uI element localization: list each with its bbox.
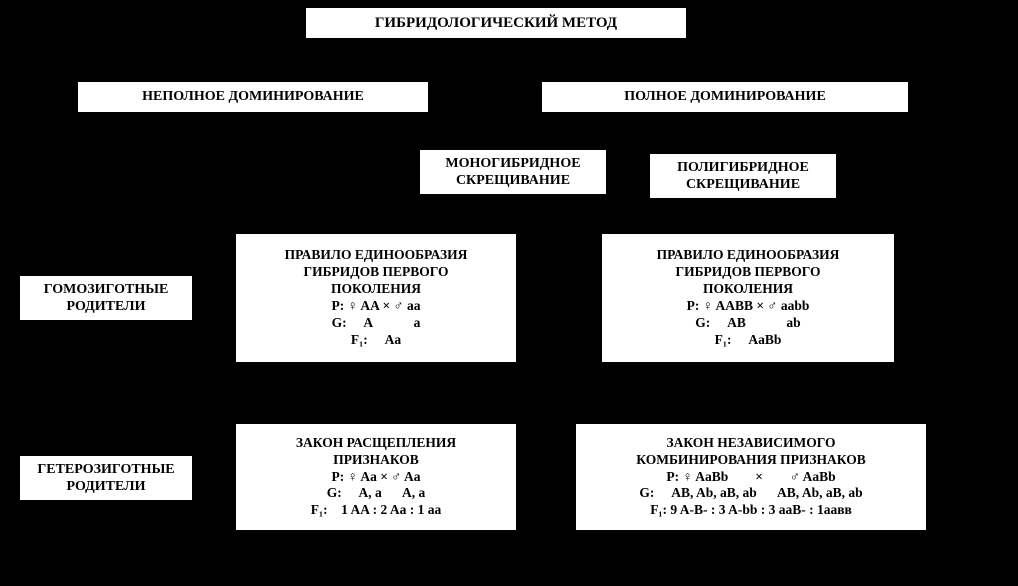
heterozygous-parents-box: ГЕТЕРОЗИГОТНЫЕ РОДИТЕЛИ — [18, 454, 194, 502]
mono-split-f: F₁: 1 AA : 2 Aa : 1 aa — [311, 502, 441, 519]
hetero-l2: РОДИТЕЛИ — [67, 478, 146, 496]
mono-split-p: P: ♀ Aa × ♂ Aa — [331, 469, 420, 486]
homo-l2: РОДИТЕЛИ — [67, 298, 146, 316]
monohybrid-box: МОНОГИБРИДНОЕ СКРЕЩИВАНИЕ — [418, 148, 608, 196]
incomplete-dominance-box: НЕПОЛНОЕ ДОМИНИРОВАНИЕ — [76, 80, 430, 114]
title-box: ГИБРИДОЛОГИЧЕСКИЙ МЕТОД — [304, 6, 688, 40]
poly-ind-h1: ЗАКОН НЕЗАВИСИМОГО — [666, 435, 835, 452]
incomplete-dominance-label: НЕПОЛНОЕ ДОМИНИРОВАНИЕ — [142, 88, 364, 106]
poly-uni-f: F₁: AaBb — [715, 332, 782, 349]
complete-dominance-label: ПОЛНОЕ ДОМИНИРОВАНИЕ — [624, 88, 826, 106]
mono-split-h1: ЗАКОН РАСЩЕПЛЕНИЯ — [296, 435, 456, 452]
mono-uni-g: G: A a — [332, 315, 421, 332]
poly-uni-h2: ГИБРИДОВ ПЕРВОГО — [676, 264, 821, 281]
hetero-l1: ГЕТЕРОЗИГОТНЫЕ — [37, 461, 174, 479]
poly-independent-box: ЗАКОН НЕЗАВИСИМОГО КОМБИНИРОВАНИЯ ПРИЗНА… — [574, 422, 928, 532]
mono-uni-p: P: ♀ AA × ♂ aa — [331, 298, 420, 315]
polyhybrid-l1: ПОЛИГИБРИДНОЕ — [677, 159, 809, 177]
polyhybrid-l2: СКРЕЩИВАНИЕ — [686, 176, 800, 194]
poly-ind-p: P: ♀ AaBb × ♂ AaBb — [666, 469, 835, 486]
mono-uniformity-box: ПРАВИЛО ЕДИНООБРАЗИЯ ГИБРИДОВ ПЕРВОГО ПО… — [234, 232, 518, 364]
poly-ind-f: F₁: 9 A-B- : 3 A-bb : 3 aaB- : 1aaвв — [650, 502, 852, 519]
poly-uni-h3: ПОКОЛЕНИЯ — [703, 281, 793, 298]
monohybrid-l2: СКРЕЩИВАНИЕ — [456, 172, 570, 190]
mono-split-h2: ПРИЗНАКОВ — [333, 452, 419, 469]
monohybrid-l1: МОНОГИБРИДНОЕ — [445, 155, 580, 173]
mono-segregation-box: ЗАКОН РАСЩЕПЛЕНИЯ ПРИЗНАКОВ P: ♀ Aa × ♂ … — [234, 422, 518, 532]
mono-uni-h1: ПРАВИЛО ЕДИНООБРАЗИЯ — [285, 247, 468, 264]
mono-uni-h2: ГИБРИДОВ ПЕРВОГО — [304, 264, 449, 281]
poly-uni-g: G: AB ab — [695, 315, 800, 332]
poly-ind-h2: КОМБИНИРОВАНИЯ ПРИЗНАКОВ — [636, 452, 865, 469]
mono-uni-f: F₁: Aa — [351, 332, 401, 349]
mono-uni-h3: ПОКОЛЕНИЯ — [331, 281, 421, 298]
complete-dominance-box: ПОЛНОЕ ДОМИНИРОВАНИЕ — [540, 80, 910, 114]
title-text: ГИБРИДОЛОГИЧЕСКИЙ МЕТОД — [375, 14, 617, 33]
poly-uni-p: P: ♀ AABB × ♂ aabb — [687, 298, 810, 315]
polyhybrid-box: ПОЛИГИБРИДНОЕ СКРЕЩИВАНИЕ — [648, 152, 838, 200]
poly-uniformity-box: ПРАВИЛО ЕДИНООБРАЗИЯ ГИБРИДОВ ПЕРВОГО ПО… — [600, 232, 896, 364]
poly-uni-h1: ПРАВИЛО ЕДИНООБРАЗИЯ — [657, 247, 840, 264]
homozygous-parents-box: ГОМОЗИГОТНЫЕ РОДИТЕЛИ — [18, 274, 194, 322]
mono-split-g: G: A, a A, a — [327, 485, 426, 502]
homo-l1: ГОМОЗИГОТНЫЕ — [44, 281, 169, 299]
poly-ind-g: G: AB, Ab, aB, ab AB, Ab, aB, ab — [639, 485, 862, 502]
